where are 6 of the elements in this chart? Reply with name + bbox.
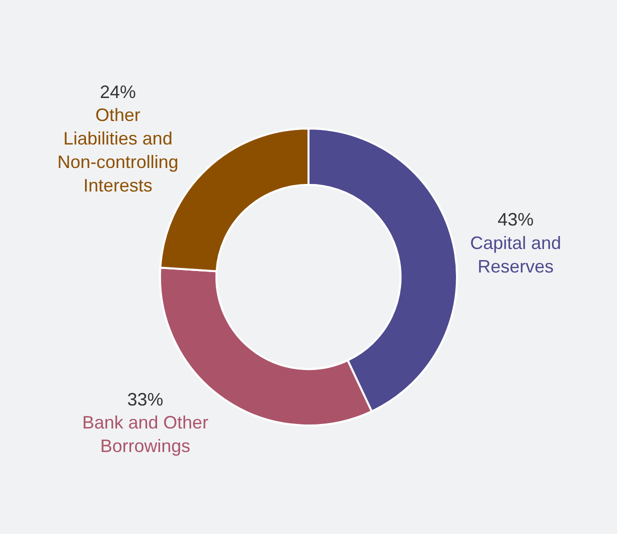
slice-label: Bank and Other Borrowings [82, 412, 208, 456]
slice-label: Capital and Reserves [470, 233, 562, 276]
data-label: 24% [100, 82, 136, 102]
slice-label: Other Liabilities and Non-controlling Interests [57, 105, 178, 196]
data-label: 43% [498, 210, 534, 230]
data-label: 33% [127, 389, 164, 410]
